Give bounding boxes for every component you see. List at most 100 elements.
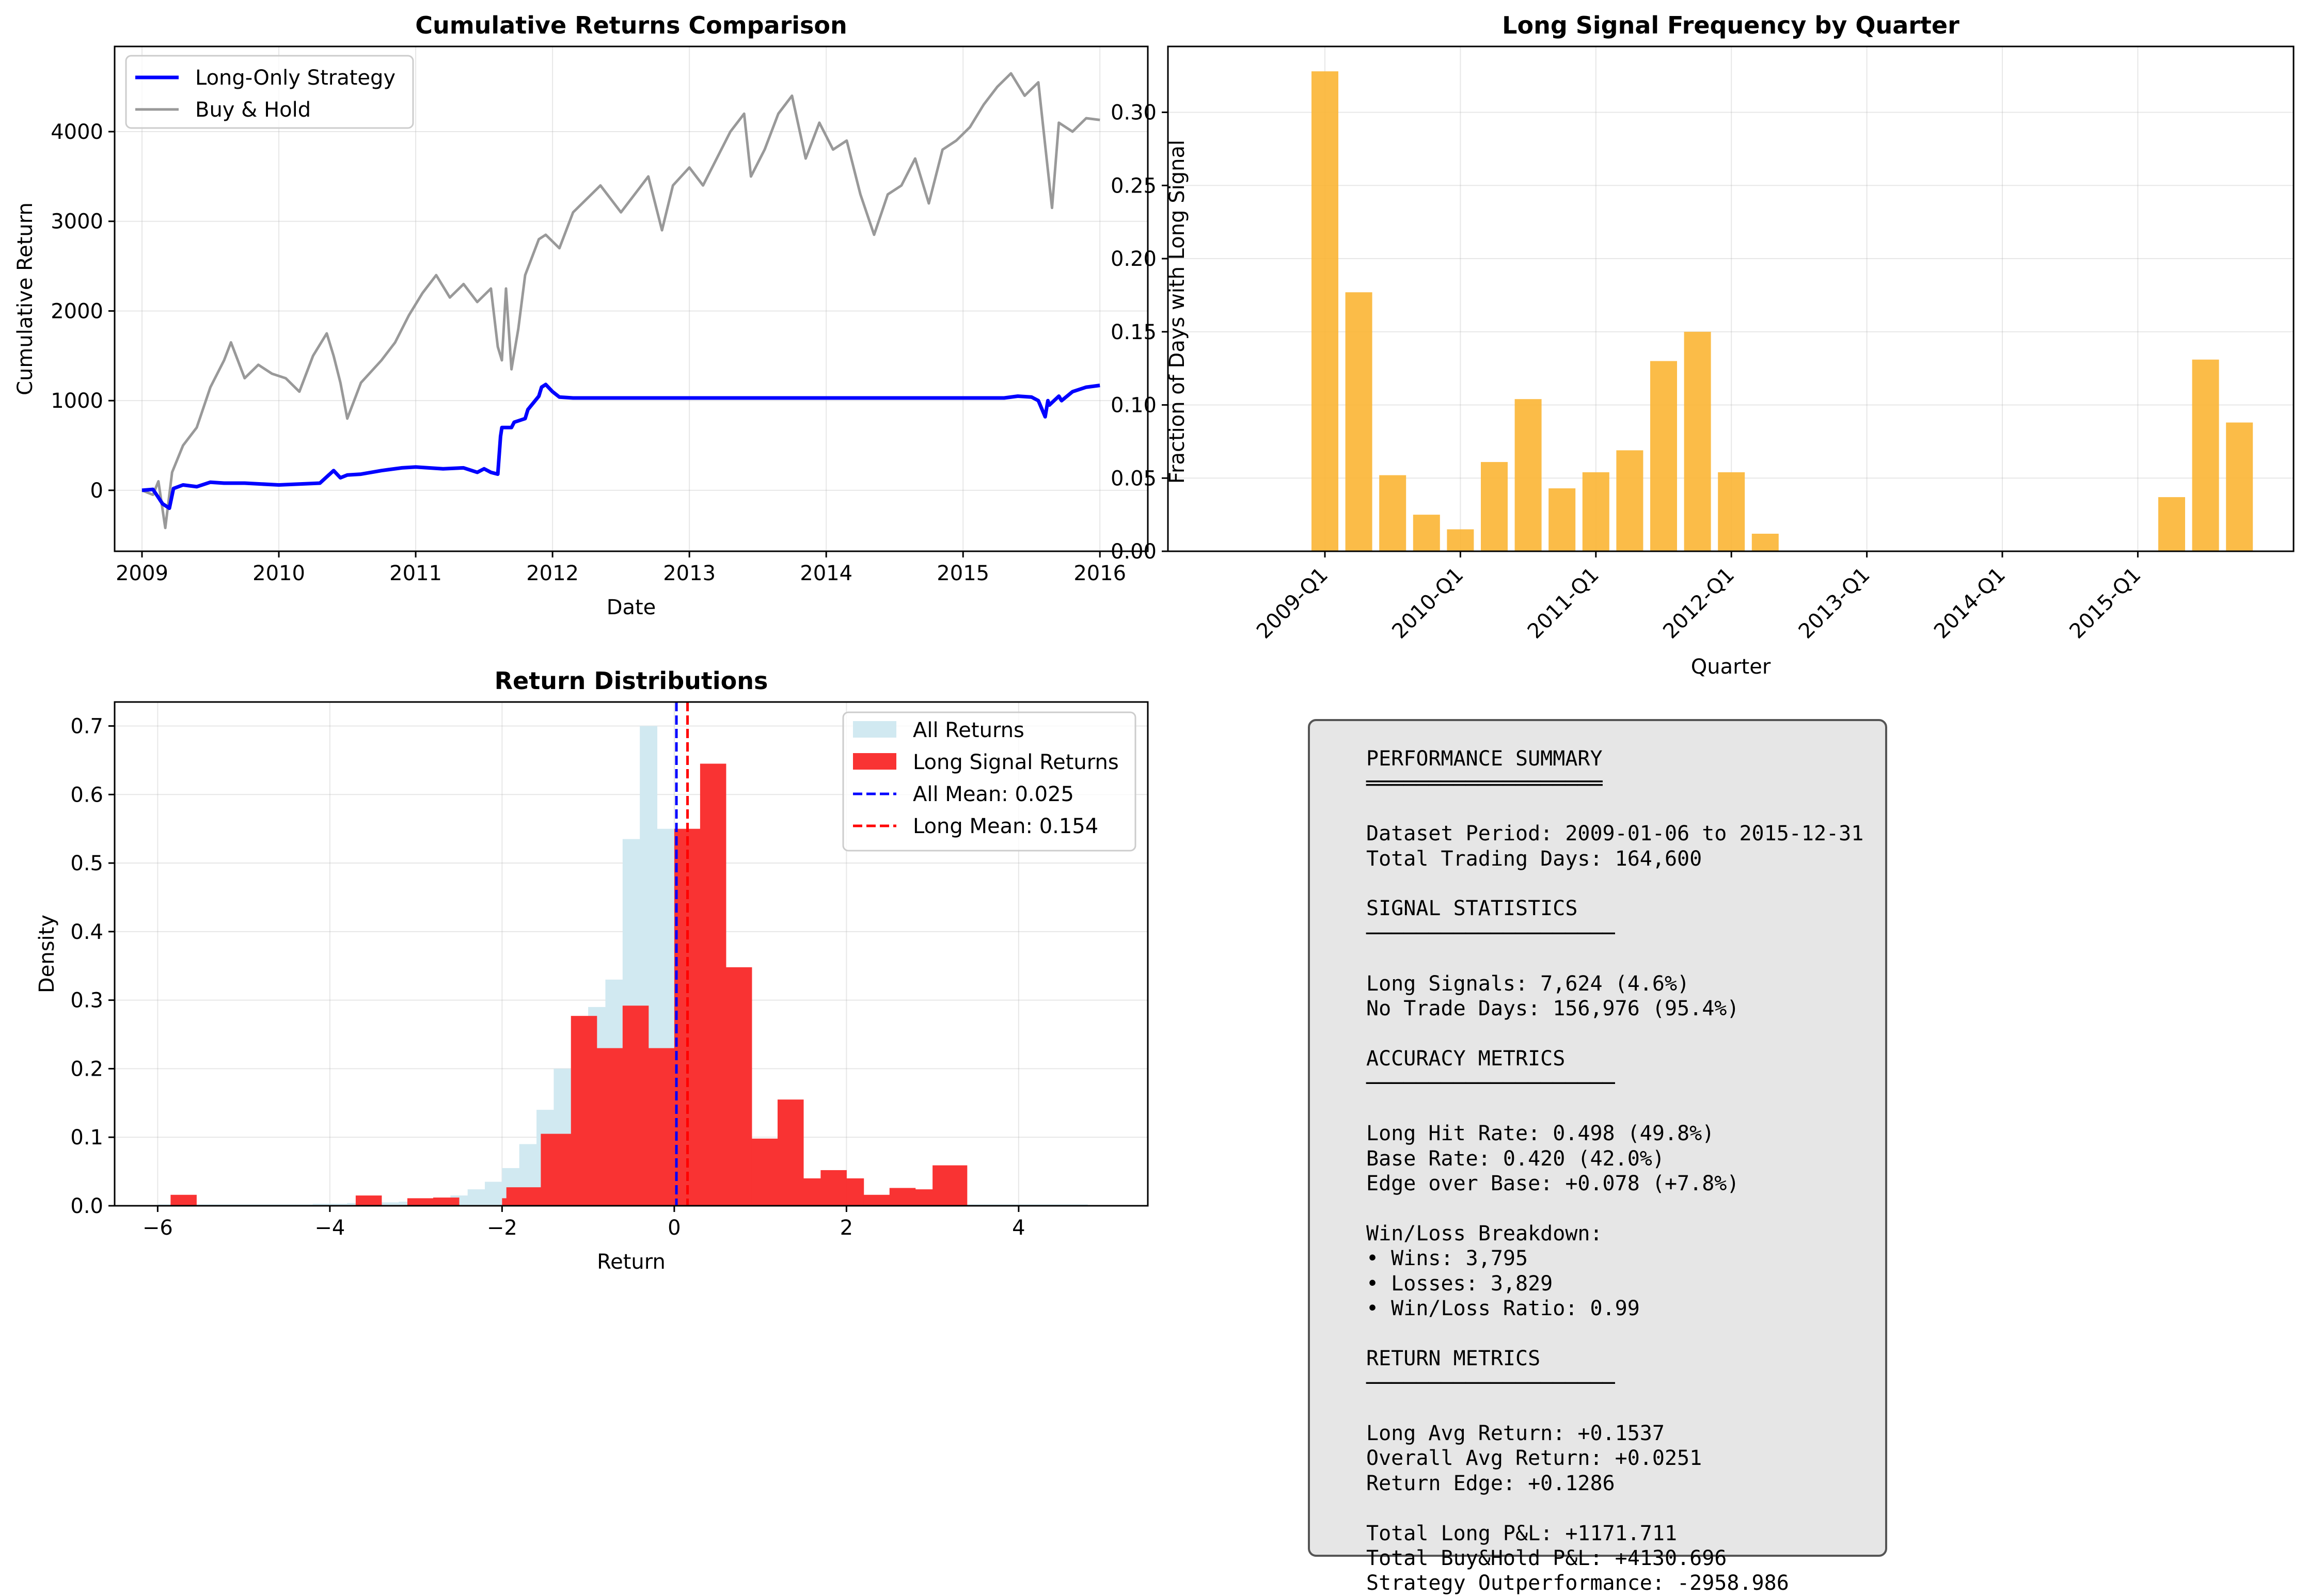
quarter-bar <box>2192 359 2219 551</box>
long-only-strategy-line <box>141 382 1100 510</box>
quarter-bar <box>1514 399 1542 551</box>
performance-summary-text: PERFORMANCE SUMMARY ═══════════════════ … <box>1366 747 1864 1595</box>
x-tick-label: 2011 <box>389 562 442 585</box>
long-returns-bin <box>433 1198 460 1206</box>
long-returns-bin <box>803 1178 821 1206</box>
legend-label: Long-Only Strategy <box>195 66 396 90</box>
x-axis-label: Return <box>597 1250 666 1274</box>
quarter-bar <box>1413 515 1440 551</box>
legend-swatch <box>853 753 896 770</box>
x-axis-label: Date <box>607 596 656 619</box>
quarter-bar <box>1650 361 1677 551</box>
quarter-bars-group <box>1311 71 2253 552</box>
long-returns-bin <box>846 1178 864 1206</box>
long-returns-bin <box>915 1189 933 1206</box>
quarter-bar <box>1616 450 1643 551</box>
y-tick-label: 0.20 <box>1111 247 1157 271</box>
y-tick-label: 3000 <box>51 210 103 234</box>
y-tick-label: 0.7 <box>70 714 103 738</box>
y-axis-label: Fraction of Days with Long Signal <box>1165 140 1189 484</box>
long-returns-bin <box>820 1170 847 1206</box>
plot-frame <box>114 701 1149 1207</box>
long-returns-bin <box>700 763 726 1206</box>
all-returns-bin <box>329 1204 347 1206</box>
y-tick-label: 0.2 <box>70 1057 103 1081</box>
long-returns-bin <box>355 1195 382 1206</box>
long-returns-histogram <box>170 763 968 1206</box>
y-tick-label: 0.30 <box>1111 101 1157 125</box>
x-axis-label: Quarter <box>1691 655 1771 679</box>
x-tick-label: 4 <box>1012 1216 1025 1240</box>
quarter-bar <box>1582 472 1609 551</box>
y-tick-label: 0.0 <box>70 1194 103 1218</box>
legend-label: Buy & Hold <box>195 98 311 122</box>
x-tick-label: −4 <box>314 1216 345 1240</box>
y-tick-label: 0.5 <box>70 852 103 875</box>
y-tick-label: 0.15 <box>1111 321 1157 344</box>
legend-label: Long Signal Returns <box>913 751 1119 774</box>
x-tick-label: 2013-Q1 <box>1794 563 1875 644</box>
long-returns-bin <box>932 1165 968 1206</box>
quarter-bar <box>1345 292 1372 551</box>
cumulative-series-group <box>141 72 1100 530</box>
quarter-bar <box>1684 331 1711 551</box>
x-tick-label: 2010-Q1 <box>1387 563 1468 644</box>
all-returns-bin <box>467 1189 485 1206</box>
y-axis-label: Density <box>35 915 59 993</box>
legend-swatch <box>853 721 896 738</box>
long-returns-bin <box>407 1198 434 1206</box>
long-returns-bin <box>777 1099 804 1206</box>
long-returns-bin <box>596 1048 623 1206</box>
y-tick-label: 0.4 <box>70 920 103 944</box>
x-tick-label: 2 <box>840 1216 853 1240</box>
long-returns-bin <box>863 1194 890 1206</box>
x-tick-label: 2009-Q1 <box>1252 563 1333 644</box>
all-returns-bin <box>381 1202 399 1206</box>
quarter-bar <box>1481 462 1508 551</box>
x-tick-label: 2009 <box>116 562 168 585</box>
quarter-bar <box>1751 533 1779 551</box>
long-returns-bin <box>571 1016 597 1206</box>
legend-box <box>842 711 1136 852</box>
quarter-bar <box>2226 422 2253 551</box>
plot-frame <box>114 45 1149 552</box>
x-tick-label: 2010 <box>252 562 305 585</box>
x-tick-label: 2014-Q1 <box>1930 563 2010 644</box>
x-tick-label: 2011-Q1 <box>1523 563 1604 644</box>
y-tick-label: 0.05 <box>1111 467 1157 490</box>
long-returns-bin <box>506 1187 541 1206</box>
quarter-bar <box>1718 472 1745 551</box>
performance-summary-panel <box>1308 719 1887 1557</box>
y-tick-label: 0.1 <box>70 1126 103 1150</box>
long-returns-bin <box>648 1048 675 1206</box>
x-tick-label: 2012-Q1 <box>1658 563 1739 644</box>
x-tick-label: 2016 <box>1073 562 1126 585</box>
legend-label: Long Mean: 0.154 <box>913 815 1098 838</box>
y-axis-label: Cumulative Return <box>13 202 37 395</box>
x-tick-label: 2013 <box>663 562 716 585</box>
quarter-bar <box>1447 529 1474 551</box>
chart-title: Long Signal Frequency by Quarter <box>1502 11 1959 39</box>
long-returns-bin <box>751 1138 778 1206</box>
legend-label: All Mean: 0.025 <box>913 783 1074 806</box>
y-tick-label: 0.10 <box>1111 394 1157 418</box>
y-tick-label: 0.3 <box>70 989 103 1013</box>
legend-box <box>125 55 414 129</box>
long-returns-bin <box>622 1006 649 1206</box>
chart-title: Return Distributions <box>495 667 768 695</box>
quarter-bar <box>2158 497 2185 551</box>
quarter-bar <box>1548 488 1576 551</box>
x-tick-label: −2 <box>487 1216 517 1240</box>
x-tick-label: 2014 <box>800 562 852 585</box>
all-returns-bin <box>312 1204 330 1206</box>
long-returns-bin <box>170 1194 197 1206</box>
x-tick-label: 2015-Q1 <box>2065 563 2145 644</box>
y-tick-label: 0.6 <box>70 783 103 807</box>
quarter-bar <box>1379 475 1406 551</box>
x-tick-label: −6 <box>143 1216 173 1240</box>
quarter-bar <box>1311 71 1338 552</box>
y-tick-label: 0 <box>90 479 103 503</box>
legend-label: All Returns <box>913 719 1024 742</box>
x-tick-label: 0 <box>668 1216 681 1240</box>
